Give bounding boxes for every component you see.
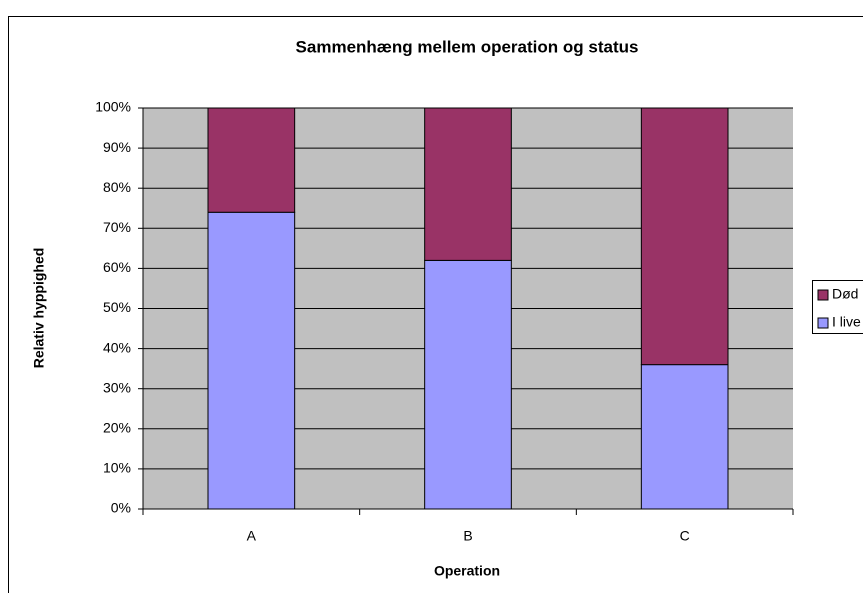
y-tick-label: 70% — [103, 219, 131, 235]
y-tick-label: 80% — [103, 179, 131, 195]
legend-label: I live — [832, 314, 861, 330]
legend-swatch — [818, 290, 828, 300]
bar-segment — [641, 108, 728, 365]
y-tick-label: 50% — [103, 299, 131, 315]
legend-label: Død — [832, 286, 858, 302]
bar-segment — [641, 365, 728, 509]
y-tick-label: 10% — [103, 460, 131, 476]
y-axis-title: Relativ hyppighed — [31, 248, 47, 369]
x-tick-label: B — [463, 528, 472, 544]
y-tick-label: 90% — [103, 139, 131, 155]
y-tick-label: 40% — [103, 339, 131, 355]
y-tick-label: 0% — [111, 500, 131, 516]
x-tick-label: A — [247, 528, 257, 544]
bar-segment — [208, 212, 295, 509]
y-tick-label: 20% — [103, 420, 131, 436]
chart-title: Sammenhæng mellem operation og status — [296, 37, 639, 56]
y-tick-label: 100% — [95, 99, 131, 115]
legend-swatch — [818, 318, 828, 328]
bar-segment — [208, 108, 295, 212]
bar-segment — [425, 260, 512, 509]
x-axis-title: Operation — [434, 563, 500, 579]
y-tick-label: 60% — [103, 259, 131, 275]
bar-segment — [425, 108, 512, 260]
y-tick-label: 30% — [103, 379, 131, 395]
x-tick-label: C — [680, 528, 690, 544]
